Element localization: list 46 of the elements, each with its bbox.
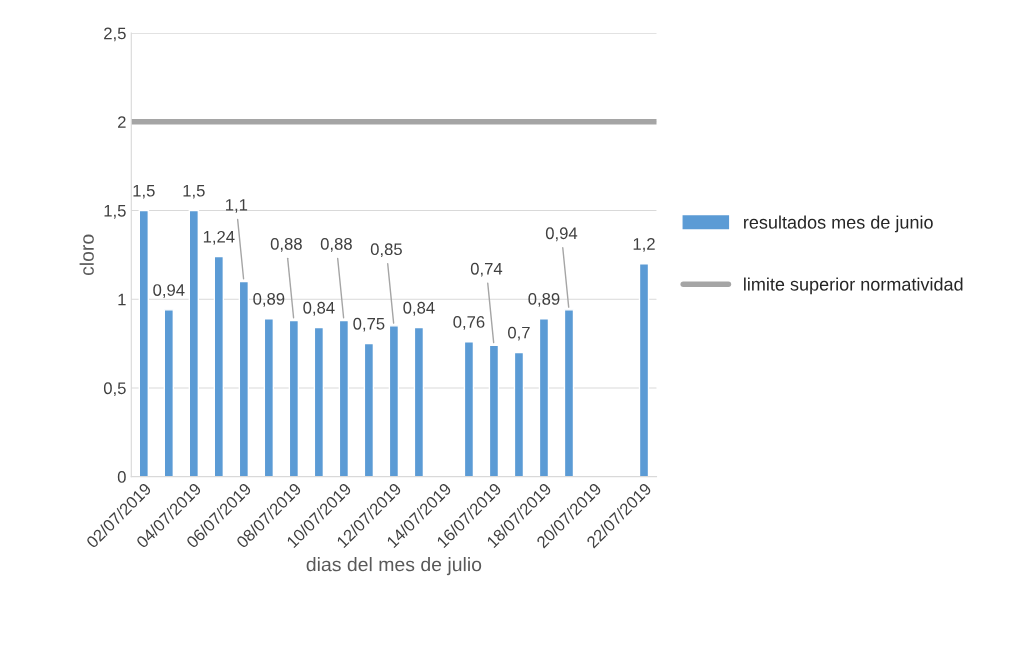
- y-tick-label: 2,5: [104, 27, 126, 42]
- bar: [463, 341, 475, 477]
- bar: [638, 263, 650, 477]
- data-label: 0,7: [508, 326, 530, 341]
- legend-label: resultados mes de junio: [744, 215, 933, 233]
- data-label: 1,2: [633, 238, 655, 252]
- bar: [413, 326, 425, 477]
- data-label: 0,88: [320, 238, 352, 252]
- data-label: 0,94: [545, 227, 578, 242]
- bar: [538, 318, 550, 477]
- bar: [238, 280, 250, 477]
- y-tick-label: 1: [118, 293, 126, 306]
- data-label: 0,74: [470, 262, 503, 277]
- y-tick-label: 0: [117, 471, 126, 483]
- bar: [513, 351, 525, 477]
- bar: [363, 342, 375, 477]
- data-label: 0,88: [270, 238, 302, 252]
- bar: [263, 318, 275, 477]
- bar: [163, 309, 175, 477]
- data-label: 0,84: [403, 301, 435, 316]
- data-label: 1,5: [133, 184, 155, 199]
- bar: [488, 344, 500, 477]
- y-axis-title: cloro: [79, 234, 94, 276]
- data-label: 1,5: [183, 184, 205, 199]
- y-tick-label: 0,5: [103, 382, 126, 397]
- data-label: 1,1: [226, 199, 248, 213]
- bar: [213, 255, 225, 477]
- bar: [388, 325, 400, 477]
- bar: [288, 319, 300, 477]
- data-label: 1,24: [203, 230, 235, 245]
- bar: [313, 326, 325, 477]
- data-label: 0,85: [370, 243, 402, 258]
- x-axis-title: dias del mes de julio: [306, 557, 482, 576]
- bar: [338, 319, 350, 477]
- data-label: 0,84: [303, 301, 335, 316]
- data-label: 0,75: [353, 317, 385, 332]
- y-tick-label: 1,5: [104, 205, 126, 219]
- bar: [563, 309, 575, 477]
- y-tick-label: 2: [118, 116, 126, 128]
- data-label: 0,76: [453, 316, 485, 330]
- data-label: 0,89: [253, 293, 285, 307]
- data-label: 0,94: [153, 284, 185, 298]
- bar: [138, 209, 150, 477]
- data-label: 0,89: [528, 293, 560, 307]
- legend-label: limite superior normatividad: [744, 277, 963, 295]
- bar: [188, 209, 200, 477]
